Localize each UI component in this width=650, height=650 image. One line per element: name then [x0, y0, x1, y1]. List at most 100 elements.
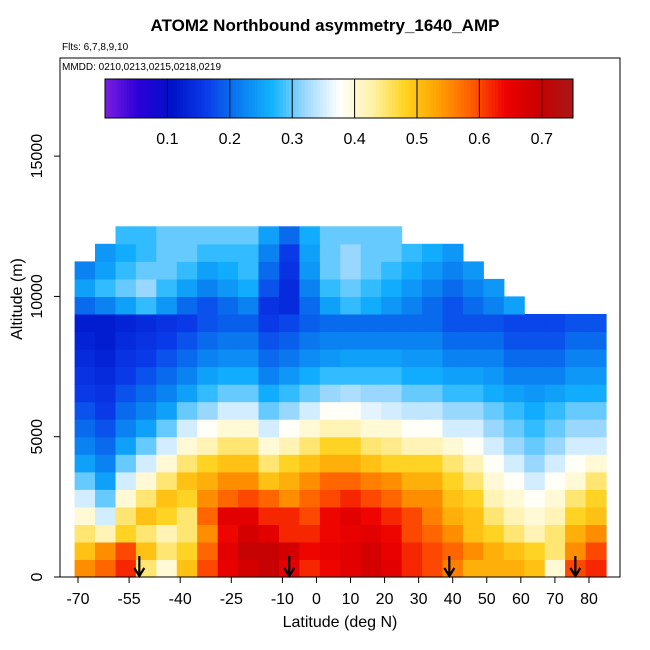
heatmap-cell [217, 454, 239, 473]
heatmap-cell [197, 314, 219, 333]
heatmap-cell [238, 331, 260, 350]
heatmap-cell [299, 261, 321, 280]
heatmap-cell [197, 559, 219, 578]
heatmap-cell [503, 296, 525, 315]
heatmap-cell [340, 349, 362, 368]
x-tick-label: 0 [312, 591, 321, 608]
x-tick-label: -25 [220, 591, 243, 608]
heatmap-cell [360, 436, 382, 455]
heatmap-cell [565, 349, 587, 368]
heatmap-cell [462, 261, 484, 280]
heatmap-cell [238, 419, 260, 438]
heatmap-cell [442, 506, 464, 525]
colorbar-segment [560, 79, 565, 118]
heatmap-cell [197, 384, 219, 403]
colorbar-segment [254, 79, 259, 118]
heatmap-cell [544, 489, 566, 508]
heatmap-cell [462, 331, 484, 350]
colorbar-segment [554, 79, 558, 118]
heatmap-cell [360, 226, 382, 245]
heatmap-cell [156, 384, 178, 403]
heatmap-cell [238, 541, 260, 560]
heatmap-cell [176, 401, 198, 420]
colorbar-segment [317, 79, 321, 118]
heatmap-cell [401, 419, 423, 438]
heatmap-cell [95, 436, 116, 455]
heatmap-cell [135, 401, 157, 420]
colorbar-segment [176, 79, 181, 118]
heatmap-cell [340, 296, 362, 315]
colorbar-segment [385, 79, 390, 118]
heatmap-cell [422, 454, 444, 473]
heatmap-cell [503, 541, 525, 560]
colorbar-tick-label: 0.2 [219, 131, 241, 148]
heatmap-cell [381, 384, 403, 403]
heatmap-cell [197, 243, 219, 262]
heatmap-cell [176, 366, 198, 385]
heatmap-cell [197, 489, 219, 508]
heatmap-cell [381, 524, 403, 543]
colorbar-segment [136, 79, 140, 118]
heatmap-cell [565, 401, 587, 420]
heatmap-cell [483, 296, 505, 315]
heatmap-cell [135, 541, 157, 560]
heatmap-cell [74, 261, 96, 280]
heatmap-cell [442, 331, 464, 350]
heatmap-cell [135, 314, 157, 333]
colorbar-segment [285, 79, 290, 118]
heatmap-cell [401, 243, 423, 262]
heatmap-cell [483, 541, 505, 560]
heatmap-cell [95, 314, 116, 333]
heatmap-cell [115, 436, 137, 455]
heatmap-cell [503, 559, 525, 578]
colorbar-tick-label: 0.5 [406, 131, 428, 148]
heatmap-cell [135, 278, 157, 297]
colorbar-segment [382, 79, 387, 118]
colorbar-segment [129, 79, 134, 118]
colorbar-segment [410, 79, 415, 118]
colorbar-segment [413, 79, 418, 118]
heatmap-cell [381, 454, 403, 473]
colorbar-segment [423, 79, 427, 118]
heatmap-cell [442, 243, 464, 262]
heatmap-cell [340, 226, 362, 245]
heatmap-cell [565, 489, 587, 508]
colorbar-segment [379, 79, 384, 118]
heatmap-cell [422, 419, 444, 438]
heatmap-cell [197, 436, 219, 455]
heatmap-cell [197, 261, 219, 280]
heatmap-cell [279, 278, 300, 297]
heatmap-cell [565, 541, 587, 560]
heatmap-cell [442, 349, 464, 368]
colorbar-segment [108, 79, 112, 118]
heatmap-cell [422, 278, 444, 297]
colorbar-tick-label: 0.6 [468, 131, 490, 148]
heatmap-cell [74, 331, 96, 350]
colorbar-segment [295, 79, 299, 118]
colorbar-segment [161, 79, 165, 118]
heatmap-cell [95, 419, 116, 438]
heatmap-cell [319, 401, 341, 420]
heatmap-cell [279, 349, 300, 368]
heatmap-cell [422, 401, 444, 420]
colorbar-segment [351, 79, 355, 118]
heatmap-cell [156, 489, 178, 508]
heatmap-cell [565, 314, 587, 333]
heatmap-cell [74, 401, 96, 420]
heatmap-cell [156, 454, 178, 473]
heatmap-cell [422, 559, 444, 578]
colorbar-segment [329, 79, 334, 118]
heatmap-cell [74, 278, 96, 297]
heatmap-cell [422, 436, 444, 455]
heatmap-cell [422, 489, 444, 508]
heatmap-cell [279, 541, 300, 560]
heatmap-cell [74, 559, 96, 578]
heatmap-cell [483, 489, 505, 508]
heatmap-cell [279, 296, 300, 315]
heatmap-cell [299, 489, 321, 508]
heatmap-cell [176, 524, 198, 543]
heatmap-cell [442, 366, 464, 385]
x-tick-label: -10 [271, 591, 294, 608]
colorbar-segment [248, 79, 253, 118]
heatmap-cell [95, 559, 116, 578]
